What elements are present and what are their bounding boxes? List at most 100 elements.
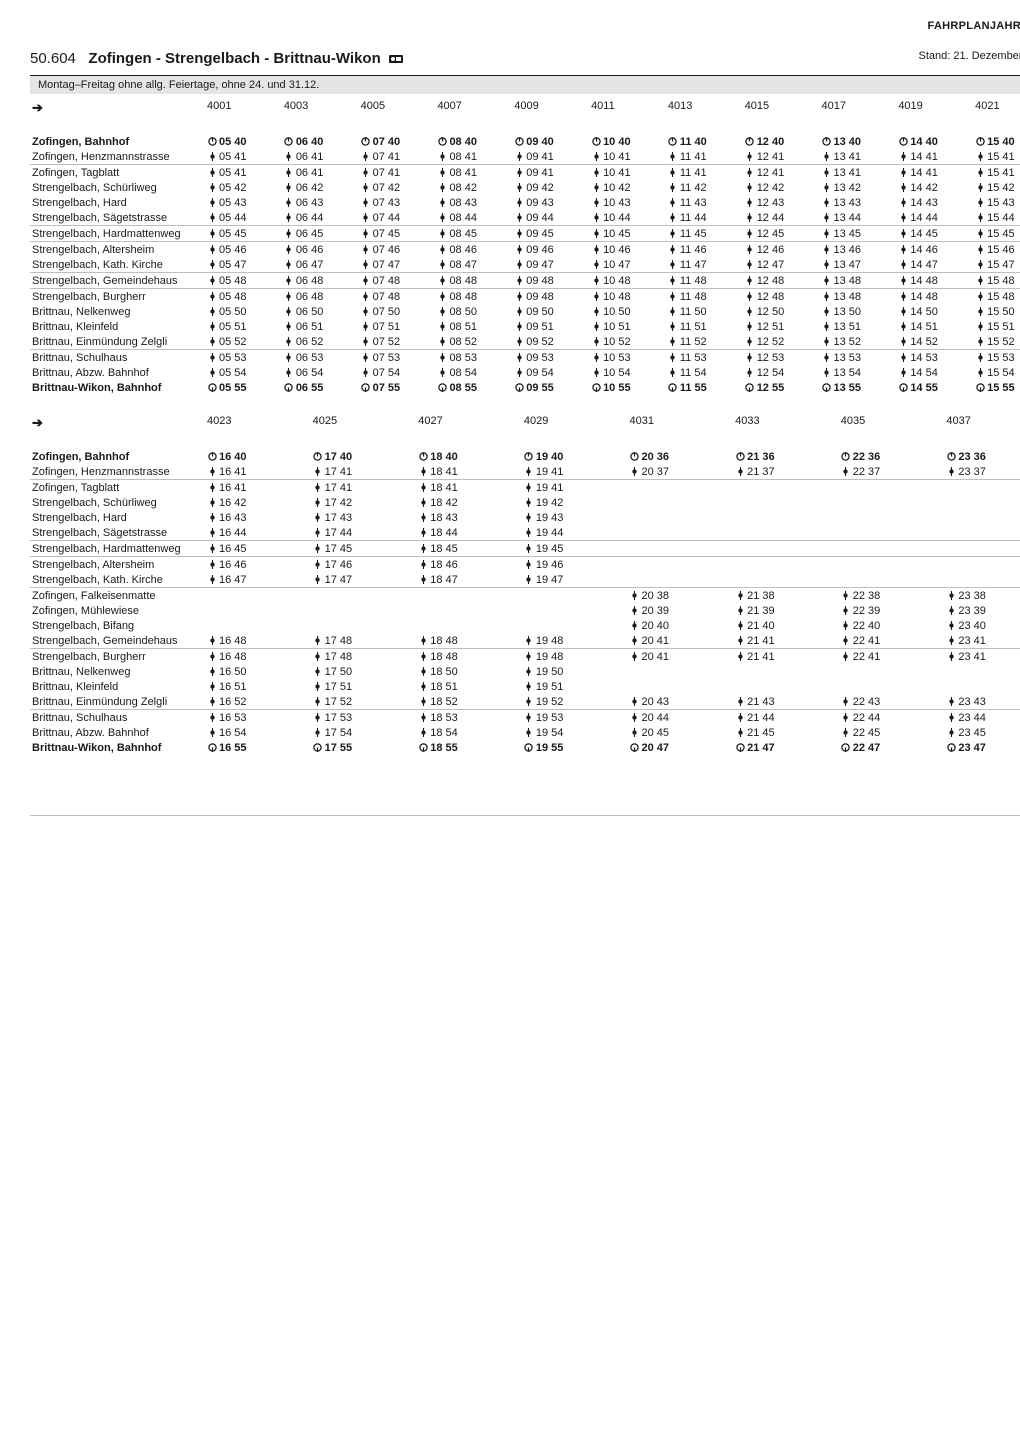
- time-cell: 05 46: [205, 242, 282, 258]
- time-cell: 11 44: [666, 210, 743, 226]
- time-value: 07 43: [373, 197, 401, 209]
- via-icon: [735, 620, 745, 632]
- time-value: 05 48: [219, 291, 247, 303]
- time-cell: 05 54: [205, 365, 282, 380]
- time-value: 07 46: [373, 244, 401, 256]
- time-cell: 09 41: [512, 165, 589, 181]
- time-value: 09 44: [526, 212, 554, 224]
- time-value: 21 47: [747, 742, 775, 754]
- time-value: 14 46: [910, 244, 938, 256]
- time-cell: 09 44: [512, 210, 589, 226]
- via-icon: [207, 182, 217, 194]
- via-icon: [514, 151, 524, 163]
- time-value: 05 52: [219, 336, 247, 348]
- time-value: 20 45: [642, 727, 670, 739]
- time-value: 14 55: [910, 382, 938, 394]
- time-cell: 20 47: [628, 740, 734, 755]
- via-icon: [524, 651, 534, 663]
- via-icon: [437, 197, 447, 209]
- time-cell: 14 44: [896, 210, 973, 226]
- time-cell: 12 47: [743, 257, 820, 273]
- time-cell: 06 48: [282, 289, 359, 305]
- time-cell: [628, 510, 734, 525]
- depart-icon: [514, 136, 524, 148]
- via-icon: [822, 228, 832, 240]
- time-cell: [205, 603, 311, 618]
- time-value: 06 48: [296, 275, 324, 287]
- via-icon: [418, 574, 428, 586]
- time-cell: 18 42: [416, 495, 522, 510]
- time-cell: [522, 588, 628, 604]
- time-cell: 06 48: [282, 273, 359, 289]
- time-value: 08 40: [449, 136, 477, 148]
- via-icon: [361, 182, 371, 194]
- time-value: 20 43: [642, 696, 670, 708]
- arrive-icon: [207, 742, 217, 754]
- via-icon: [313, 512, 323, 524]
- time-cell: 19 44: [522, 525, 628, 541]
- time-cell: [733, 572, 839, 588]
- time-cell: 11 45: [666, 226, 743, 242]
- time-value: 21 36: [747, 451, 775, 463]
- time-cell: 11 42: [666, 180, 743, 195]
- time-value: 11 41: [680, 151, 707, 163]
- time-value: 12 51: [757, 321, 785, 333]
- time-cell: [628, 495, 734, 510]
- via-icon: [668, 167, 678, 179]
- via-icon: [735, 696, 745, 708]
- time-value: 18 41: [430, 466, 458, 478]
- via-icon: [207, 635, 217, 647]
- stop-name: Brittnau-Wikon, Bahnhof: [30, 380, 205, 395]
- via-icon: [313, 666, 323, 678]
- via-icon: [207, 527, 217, 539]
- time-cell: 19 45: [522, 541, 628, 557]
- stop-name: Strengelbach, Gemeindehaus: [30, 273, 205, 289]
- time-cell: [311, 618, 417, 633]
- time-value: 07 41: [373, 167, 401, 179]
- time-cell: 22 47: [839, 740, 945, 755]
- time-value: 21 44: [747, 712, 775, 724]
- via-icon: [437, 336, 447, 348]
- via-icon: [207, 151, 217, 163]
- time-value: 16 50: [219, 666, 247, 678]
- time-cell: 11 51: [666, 319, 743, 334]
- stop-name: Strengelbach, Hard: [30, 510, 205, 525]
- time-cell: 09 50: [512, 304, 589, 319]
- time-value: 06 51: [296, 321, 324, 333]
- time-value: 20 41: [642, 651, 670, 663]
- time-cell: 18 51: [416, 679, 522, 694]
- time-cell: 21 41: [733, 633, 839, 649]
- time-cell: 08 54: [435, 365, 512, 380]
- time-value: 19 52: [536, 696, 564, 708]
- time-value: 09 43: [526, 197, 554, 209]
- via-icon: [946, 712, 956, 724]
- time-value: 19 51: [536, 681, 564, 693]
- via-icon: [207, 352, 217, 364]
- table-row: Brittnau, Nelkenweg05 5006 5007 5008 500…: [30, 304, 1020, 319]
- via-icon: [514, 228, 524, 240]
- via-icon: [898, 244, 908, 256]
- time-value: 10 44: [603, 212, 631, 224]
- via-icon: [524, 482, 534, 494]
- time-value: 13 42: [834, 182, 862, 194]
- via-icon: [735, 466, 745, 478]
- time-cell: 22 39: [839, 603, 945, 618]
- via-icon: [975, 275, 985, 287]
- time-value: 14 42: [910, 182, 938, 194]
- via-icon: [207, 574, 217, 586]
- arrive-icon: [946, 742, 956, 754]
- via-icon: [437, 244, 447, 256]
- time-value: 13 45: [834, 228, 862, 240]
- via-icon: [361, 367, 371, 379]
- table-row: Strengelbach, Altersheim05 4606 4607 460…: [30, 242, 1020, 258]
- time-cell: 13 48: [820, 289, 897, 305]
- time-value: 12 52: [757, 336, 785, 348]
- table-row: Brittnau, Schulhaus16 5317 5318 5319 532…: [30, 710, 1020, 726]
- table-row: Strengelbach, Gemeindehaus05 4806 4807 4…: [30, 273, 1020, 289]
- time-cell: 14 41: [896, 149, 973, 165]
- via-icon: [524, 497, 534, 509]
- time-cell: [628, 557, 734, 573]
- table-row: Brittnau, Kleinfeld05 5106 5107 5108 510…: [30, 319, 1020, 334]
- time-cell: 12 40: [743, 134, 820, 149]
- stop-name: Strengelbach, Kath. Kirche: [30, 572, 205, 588]
